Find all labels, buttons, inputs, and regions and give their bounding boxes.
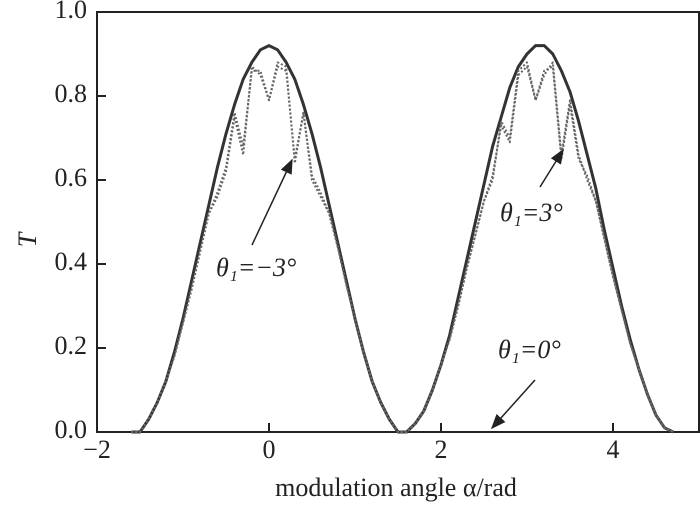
y-tick-label: 0.6 xyxy=(55,163,88,192)
y-tick-label: 0.8 xyxy=(55,79,88,108)
y-tick-label: 0.0 xyxy=(55,415,88,444)
label-arrow xyxy=(251,158,293,246)
label-arrow xyxy=(539,148,564,188)
y-tick-label: 0.4 xyxy=(55,247,88,276)
x-tick-label: 4 xyxy=(607,435,620,464)
data-line xyxy=(131,44,674,434)
label-arrow xyxy=(490,379,536,430)
y-tick-label: 1.0 xyxy=(55,0,88,24)
plot-frame xyxy=(96,11,700,433)
x-tick-label: 2 xyxy=(435,435,448,464)
x-axis-label: modulation angle α/rad xyxy=(275,473,517,502)
series-label: θ₁=−3° xyxy=(216,253,296,282)
y-axis-label: T xyxy=(13,231,42,247)
y-tick-label: 0.2 xyxy=(55,331,88,360)
x-tick-label: −2 xyxy=(83,435,111,464)
data-line xyxy=(131,61,674,433)
series-label: θ₁=0° xyxy=(498,335,561,364)
data-line xyxy=(131,65,674,433)
x-tick-label: 0 xyxy=(263,435,276,464)
series-label: θ₁=3° xyxy=(500,198,563,227)
